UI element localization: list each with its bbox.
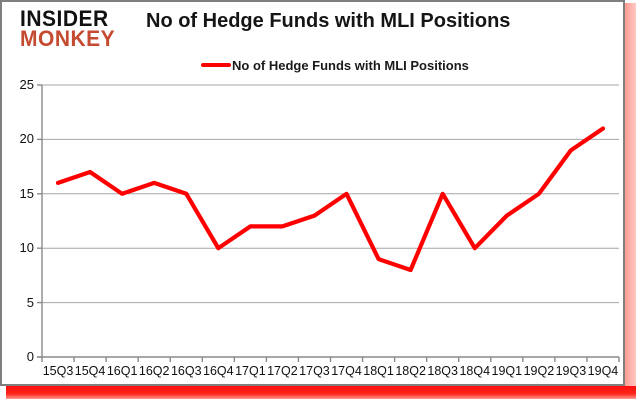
y-axis-label: 25 <box>19 77 34 92</box>
y-axis-label: 0 <box>26 349 34 364</box>
x-axis-label: 16Q3 <box>170 364 202 378</box>
series-line <box>55 126 606 273</box>
legend-label: No of Hedge Funds with MLI Positions <box>232 57 469 73</box>
x-axis-label: 15Q3 <box>42 364 74 378</box>
x-axis-label: 19Q2 <box>523 364 555 378</box>
x-axis-label: 18Q4 <box>459 364 491 378</box>
x-axis-label: 19Q4 <box>587 364 619 378</box>
y-axis-label: 15 <box>19 185 34 201</box>
x-axis-label: 16Q2 <box>138 364 170 378</box>
x-axis-label: 19Q1 <box>491 364 523 378</box>
y-axis-label: 10 <box>19 240 34 256</box>
x-axis-label: 17Q2 <box>267 364 298 378</box>
x-axis-label: 18Q2 <box>395 364 426 378</box>
x-axis-label: 17Q4 <box>331 364 362 378</box>
logo-line-monkey: MONKEY <box>20 26 116 51</box>
insider-monkey-logo: INSIDER MONKEY <box>20 6 116 51</box>
x-axis-label: 17Q1 <box>235 364 266 378</box>
x-axis-label: 16Q1 <box>106 364 138 378</box>
x-axis-label: 18Q1 <box>363 364 394 378</box>
legend: No of Hedge Funds with MLI Positions <box>201 57 469 73</box>
x-axis-label: 17Q3 <box>299 364 330 378</box>
y-axis-label: 5 <box>26 294 34 310</box>
window-shadow-bottom <box>6 386 636 399</box>
legend-line-marker-icon <box>201 63 231 67</box>
x-axis-label: 15Q4 <box>74 364 106 378</box>
x-axis-label: 18Q3 <box>427 364 458 378</box>
x-axis-label: 16Q4 <box>203 364 234 378</box>
logo-line-insider: INSIDER <box>20 6 109 32</box>
x-axis-label: 19Q3 <box>555 364 587 378</box>
chart-title: No of Hedge Funds with MLI Positions <box>146 10 511 32</box>
y-axis-label: 20 <box>19 131 34 147</box>
window-shadow-right <box>625 3 636 386</box>
chart-window-frame <box>0 0 625 386</box>
